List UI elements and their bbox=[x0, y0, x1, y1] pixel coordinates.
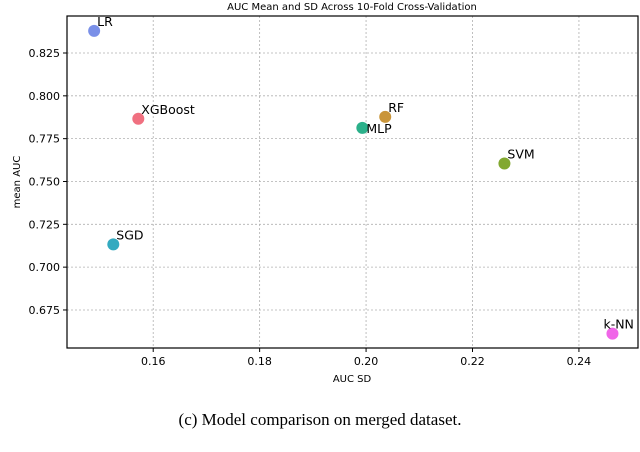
chart-title: AUC Mean and SD Across 10-Fold Cross-Val… bbox=[227, 2, 477, 13]
point-label-lr: LR bbox=[97, 14, 113, 29]
y-tick-label: 0.750 bbox=[29, 175, 61, 188]
y-axis-label: mean AUC bbox=[12, 156, 23, 209]
data-point-xgboost bbox=[132, 112, 145, 125]
data-point-sgd bbox=[107, 238, 120, 251]
y-tick-label: 0.675 bbox=[29, 304, 61, 317]
ticks: 0.16 0.18 0.20 0.22 0.24 0.675 0.700 0.725 0.750… bbox=[29, 47, 592, 368]
point-label-xgboost: XGBoost bbox=[141, 102, 195, 117]
x-tick-label: 0.24 bbox=[567, 355, 592, 368]
plot-frame bbox=[66, 15, 639, 349]
data-point-svm bbox=[498, 157, 511, 170]
grid bbox=[67, 16, 638, 348]
data-point-rf bbox=[379, 110, 392, 123]
data-point-mlp bbox=[356, 121, 369, 134]
point-label-svm: SVM bbox=[507, 146, 534, 161]
point-label-rf: RF bbox=[388, 100, 404, 115]
y-tick-label: 0.775 bbox=[29, 133, 61, 146]
figure-caption: (c) Model comparison on merged dataset. bbox=[179, 410, 462, 429]
points: LR XGBoost RF MLP SVM SGD k-NN bbox=[88, 14, 634, 340]
y-tick-label: 0.700 bbox=[29, 261, 61, 274]
x-axis-label: AUC SD bbox=[333, 374, 372, 385]
x-tick-label: 0.18 bbox=[247, 355, 272, 368]
data-point-lr bbox=[88, 24, 101, 37]
x-tick-label: 0.22 bbox=[460, 355, 485, 368]
y-tick-label: 0.725 bbox=[29, 218, 61, 231]
y-tick-label: 0.800 bbox=[29, 90, 61, 103]
point-label-sgd: SGD bbox=[116, 227, 143, 242]
x-tick-label: 0.16 bbox=[141, 355, 166, 368]
y-tick-label: 0.825 bbox=[29, 47, 61, 60]
point-label-mlp: MLP bbox=[366, 121, 392, 136]
point-label-k-nn: k-NN bbox=[603, 317, 633, 332]
data-point-k-nn bbox=[606, 327, 619, 340]
x-tick-label: 0.20 bbox=[354, 355, 379, 368]
